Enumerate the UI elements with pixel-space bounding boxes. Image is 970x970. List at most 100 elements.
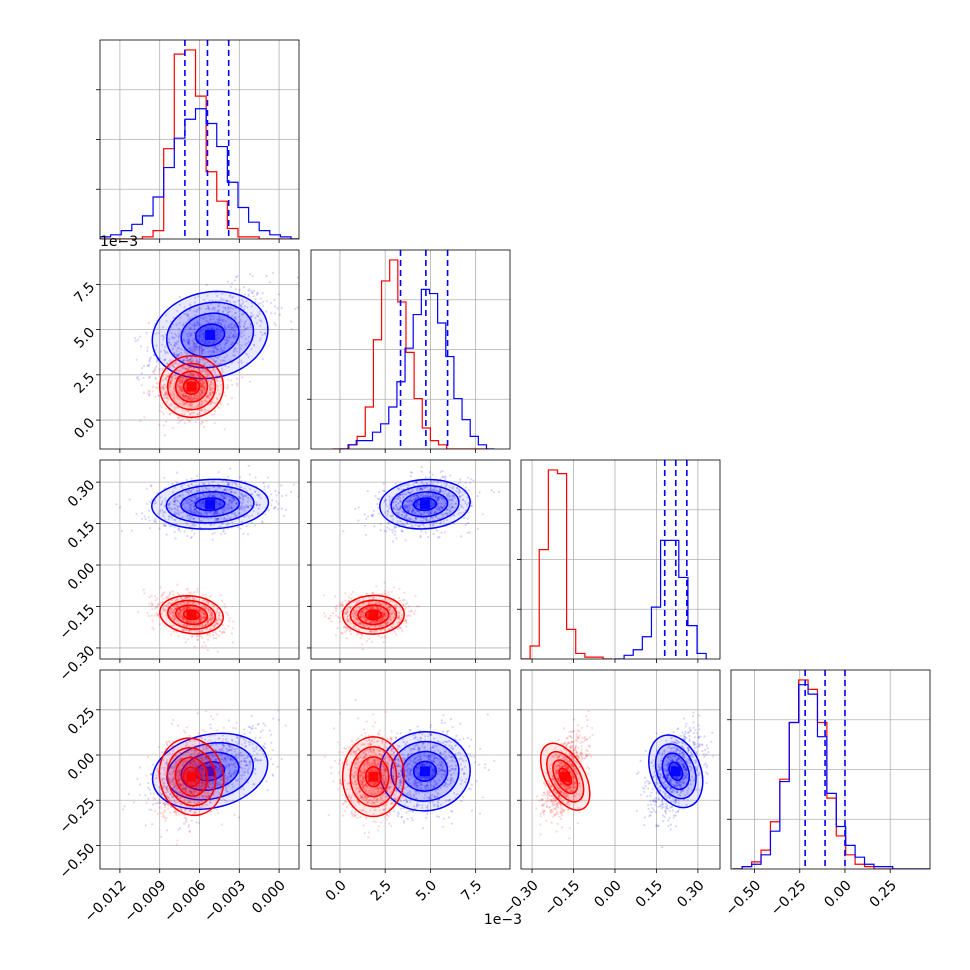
sample-point: [193, 345, 196, 348]
sample-point: [250, 289, 253, 293]
sample-point: [202, 333, 205, 336]
panel-2d-1-0: [96, 249, 300, 453]
sample-point: [222, 518, 225, 521]
sample-point: [181, 394, 184, 397]
sample-point: [186, 350, 189, 353]
sample-point: [238, 303, 241, 306]
sample-point: [193, 338, 196, 341]
sample-point: [172, 500, 175, 503]
sample-point: [190, 636, 193, 639]
sample-point: [239, 304, 242, 308]
sample-point: [222, 529, 225, 532]
sample-point: [215, 637, 218, 640]
sample-point: [184, 387, 187, 390]
sample-point: [210, 379, 213, 383]
sample-point: [228, 334, 231, 337]
sample-point: [231, 501, 234, 504]
sample-point: [274, 305, 277, 308]
sample-point: [186, 356, 189, 360]
sample-point: [218, 502, 221, 505]
sample-point: [191, 483, 194, 486]
sample-point: [161, 387, 164, 390]
sample-point: [201, 348, 204, 351]
sample-point: [255, 322, 259, 325]
sample-point: [175, 377, 178, 380]
sample-point: [154, 395, 157, 398]
sample-point: [210, 381, 213, 384]
sample-point: [370, 640, 373, 643]
sample-point: [197, 517, 200, 520]
sample-point: [209, 381, 212, 384]
sample-point: [207, 482, 210, 485]
sample-point: [210, 308, 214, 311]
density-contour: [158, 355, 225, 419]
sample-point: [185, 401, 188, 404]
sample-point: [181, 494, 184, 497]
sample-point: [202, 348, 205, 351]
sample-point: [142, 364, 146, 368]
sample-point: [194, 507, 197, 511]
sample-point: [231, 333, 234, 336]
sample-point: [409, 475, 413, 478]
sample-point: [195, 360, 198, 363]
sample-point: [268, 281, 271, 284]
sample-point: [359, 637, 362, 640]
sample-point: [180, 384, 183, 387]
sample-point: [253, 524, 257, 527]
sample-point: [192, 396, 195, 399]
sample-point: [217, 377, 220, 380]
sample-point: [193, 532, 196, 535]
sample-point: [215, 378, 219, 381]
sample-point: [238, 299, 241, 302]
sample-point: [188, 347, 191, 350]
sample-point: [165, 379, 168, 382]
sample-point: [164, 392, 167, 395]
sample-point: [164, 524, 167, 528]
sample-point: [213, 510, 216, 513]
sample-point: [209, 403, 212, 406]
sample-point: [177, 340, 180, 343]
sample-point: [179, 530, 182, 533]
sample-point: [179, 420, 182, 423]
sample-point: [217, 518, 220, 521]
sample-point: [158, 357, 161, 360]
sample-point: [198, 361, 201, 365]
sample-point: [249, 323, 252, 326]
sample-point: [250, 521, 253, 524]
sample-point: [255, 504, 258, 507]
sample-point: [192, 411, 195, 414]
sample-point: [481, 513, 484, 516]
sample-point: [181, 388, 184, 392]
sample-point: [171, 483, 174, 486]
sample-point: [176, 383, 180, 386]
sample-point: [259, 324, 262, 328]
sample-point: [159, 503, 162, 506]
sample-point: [216, 488, 219, 491]
sample-point: [209, 382, 212, 386]
sample-point: [193, 505, 196, 508]
sample-point: [270, 302, 273, 305]
sample-point: [214, 519, 217, 522]
sample-point: [231, 521, 234, 524]
sample-point: [191, 502, 194, 505]
sample-point: [189, 360, 193, 364]
sample-point: [199, 389, 202, 392]
sample-point: [209, 327, 213, 330]
sample-point: [180, 379, 183, 382]
sample-point: [194, 495, 197, 498]
sample-point: [182, 377, 185, 380]
sample-point: [247, 497, 250, 500]
sample-point: [141, 517, 144, 520]
sample-point: [229, 306, 232, 310]
sample-point: [239, 485, 242, 489]
sample-point: [162, 592, 165, 595]
sample-point: [234, 335, 237, 338]
sample-point: [181, 409, 184, 412]
sample-point: [257, 495, 260, 498]
sample-point: [217, 471, 220, 474]
sample-point: [211, 327, 214, 330]
sample-point: [221, 320, 224, 323]
sample-point: [198, 345, 201, 348]
sample-point: [201, 645, 204, 648]
sample-point: [182, 338, 185, 341]
